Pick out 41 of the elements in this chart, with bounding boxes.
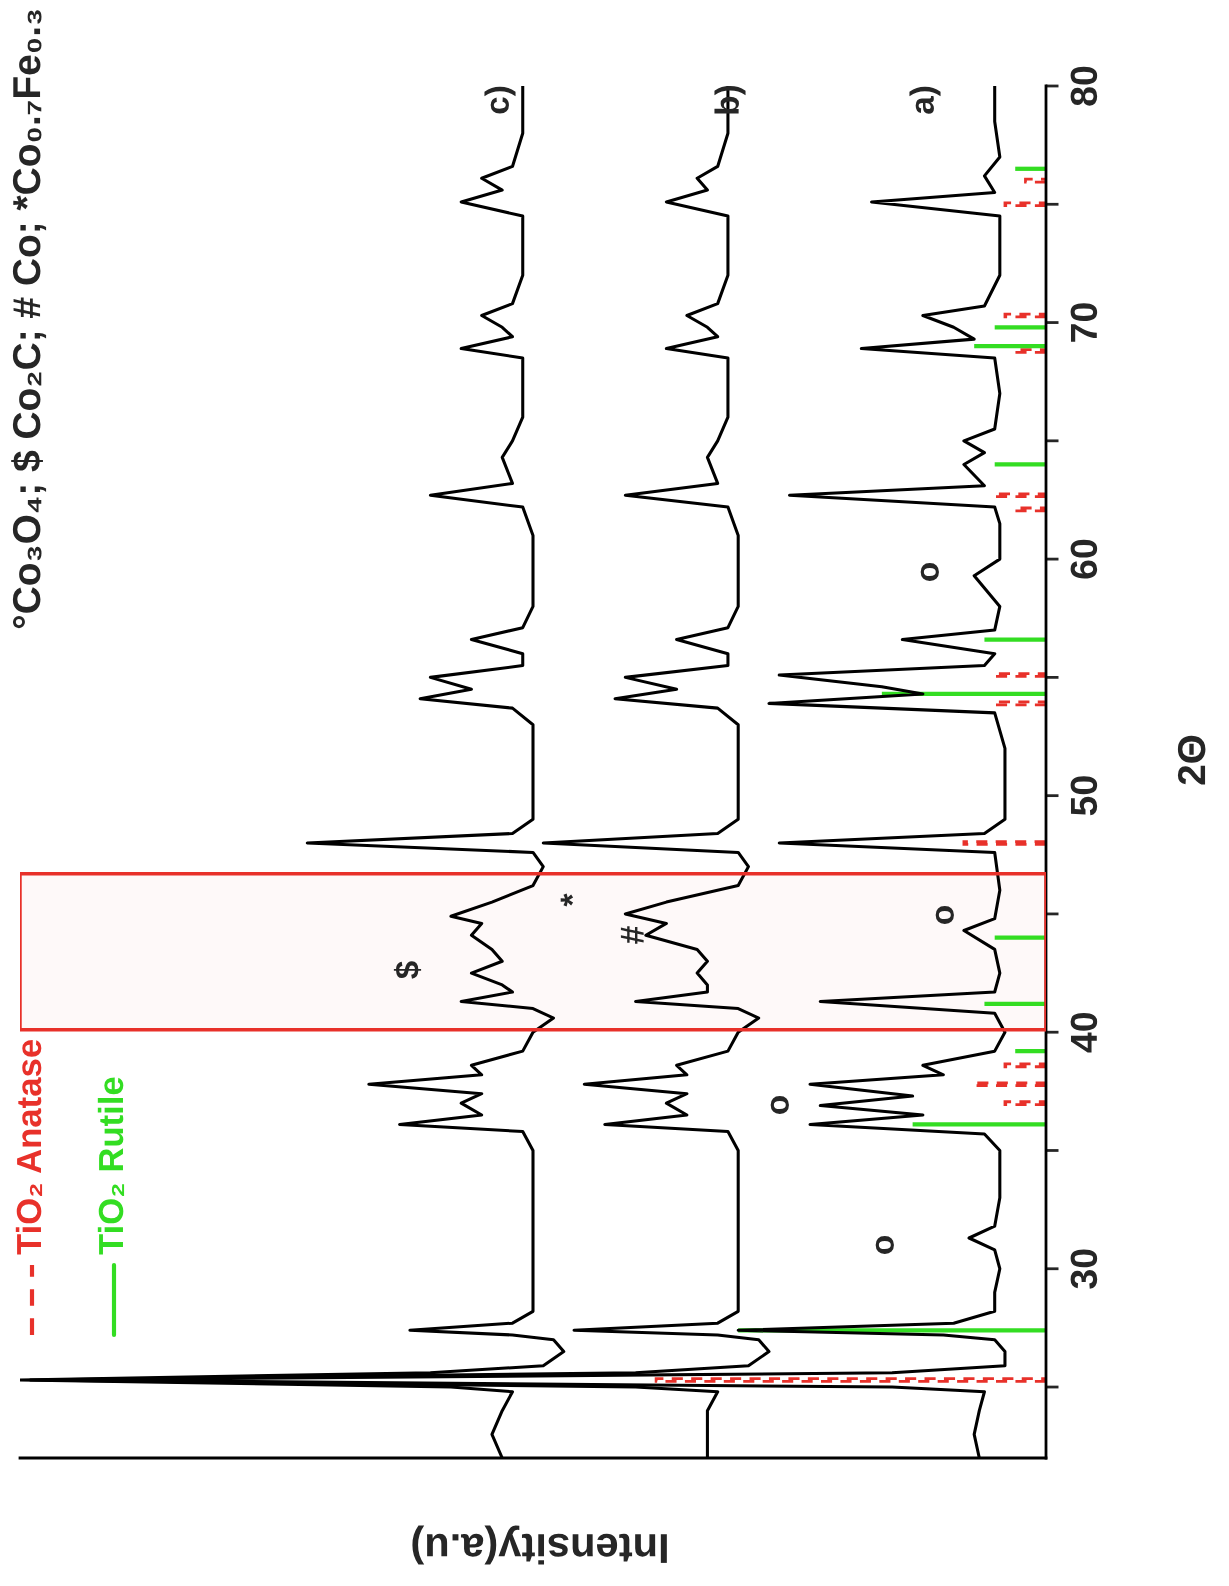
annotation: c) xyxy=(484,86,516,114)
annotation: o xyxy=(920,563,939,581)
bar xyxy=(1003,1100,1046,1106)
y-tick-label: 50 xyxy=(1070,776,1098,816)
annotation: b) xyxy=(714,85,746,114)
bar xyxy=(994,325,1046,330)
annotation: * xyxy=(560,893,574,907)
bar xyxy=(912,1122,1046,1127)
bar xyxy=(994,462,1046,467)
annotation: o xyxy=(875,1236,894,1254)
bar xyxy=(1013,506,1046,513)
text: TiO₂ Anatase xyxy=(15,1040,43,1255)
annotation: $ xyxy=(393,961,422,979)
bar xyxy=(1024,177,1046,184)
annotation: a) xyxy=(909,86,941,114)
annotation: o xyxy=(770,1096,789,1114)
bar xyxy=(1003,201,1046,208)
annotation: # xyxy=(620,926,644,944)
text: TiO₂ Rutile xyxy=(97,1077,125,1255)
y-tick-label: 70 xyxy=(1070,303,1098,342)
bar xyxy=(993,672,1046,678)
y-tick-label: 40 xyxy=(1070,1012,1098,1053)
annotation: o xyxy=(935,906,954,924)
bar xyxy=(993,700,1046,707)
bar xyxy=(994,935,1046,940)
bar xyxy=(1013,348,1046,354)
bar xyxy=(1003,312,1046,319)
y-tick-label: 60 xyxy=(1070,539,1098,579)
bar xyxy=(1015,166,1046,171)
y-tick-label: 80 xyxy=(1070,66,1098,106)
bar xyxy=(984,637,1046,642)
x-axis-title: Intensity(a.u) xyxy=(412,1525,667,1565)
text: °Co₃O₄; $ Co₂C; # Co; *Co₀.₇Fe₀.₃ xyxy=(11,10,47,629)
bar xyxy=(1015,1049,1046,1054)
bar xyxy=(1003,1062,1046,1069)
y-axis-title: 2Θ xyxy=(1177,735,1206,785)
bar xyxy=(993,492,1046,499)
y-tick-label: 30 xyxy=(1070,1249,1098,1289)
bar xyxy=(984,1001,1046,1006)
bar xyxy=(962,840,1046,846)
bar xyxy=(974,344,1046,349)
